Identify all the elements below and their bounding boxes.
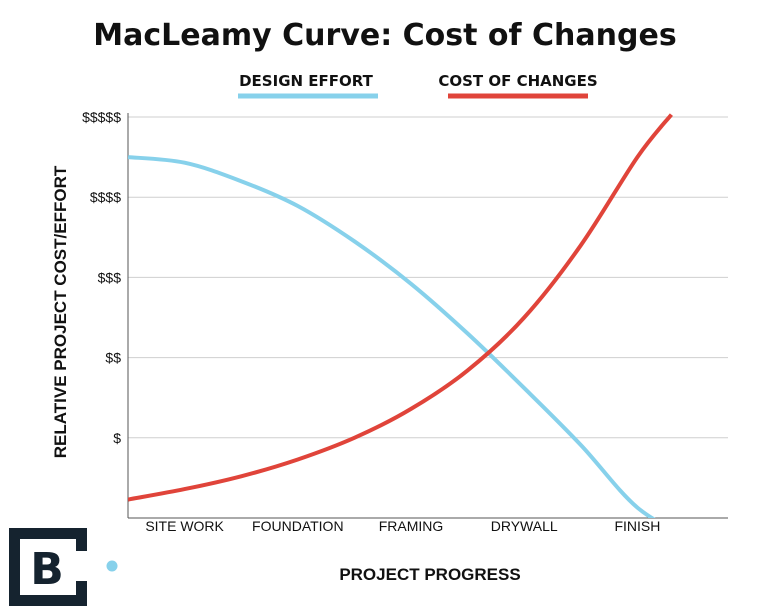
logo-gap [76,551,92,581]
series [128,113,673,518]
series-line-design-effort [128,155,656,518]
chart-title: MacLeamy Curve: Cost of Changes [93,18,676,53]
x-tick-label: DRYWALL [491,518,558,534]
x-tick-label: FRAMING [379,518,444,534]
brand-logo: B [9,528,118,606]
x-tick-label: FINISH [614,518,660,534]
y-tick-label: $$$$ [90,189,121,205]
x-tick-label: SITE WORK [145,518,224,534]
axes [127,113,728,519]
legend-label-design-effort: DESIGN EFFORT [239,72,374,90]
series-line-cost-of-changes [128,113,673,502]
y-tick-label: $ [113,430,121,446]
y-axis-title: RELATIVE PROJECT COST/EFFORT [51,165,70,458]
legend-label-cost-of-changes: COST OF CHANGES [438,72,597,90]
x-tick-labels: SITE WORK FOUNDATION FRAMING DRYWALL FINISH [145,518,660,534]
y-tick-label: $$$ [98,269,122,285]
logo-letter: B [30,544,64,595]
y-tick-label: $$ [105,350,121,366]
y-tick-labels: $$$$$$$$$$$$$$$ [82,109,121,446]
logo-dot [106,560,118,572]
gridlines [128,116,728,439]
y-tick-label: $$$$$ [82,109,121,125]
x-axis-title: PROJECT PROGRESS [339,565,520,584]
x-tick-label: FOUNDATION [252,518,344,534]
logo-inner [20,539,76,595]
legend: DESIGN EFFORT COST OF CHANGES [238,72,598,99]
